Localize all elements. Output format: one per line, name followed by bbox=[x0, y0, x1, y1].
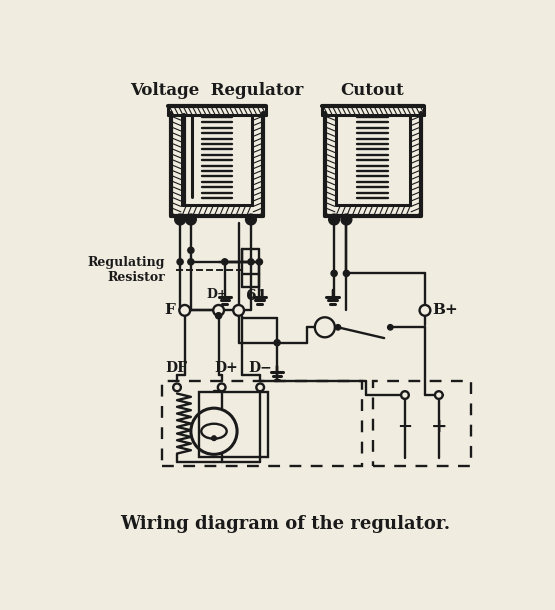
Circle shape bbox=[248, 259, 254, 265]
Circle shape bbox=[245, 214, 256, 225]
Circle shape bbox=[274, 340, 280, 346]
Circle shape bbox=[335, 325, 341, 330]
Circle shape bbox=[215, 313, 221, 319]
Circle shape bbox=[331, 270, 337, 276]
Text: Cutout: Cutout bbox=[341, 82, 405, 99]
Circle shape bbox=[218, 384, 225, 391]
Circle shape bbox=[179, 305, 190, 316]
Text: D−: D− bbox=[248, 361, 271, 375]
Text: B+: B+ bbox=[433, 303, 458, 317]
Circle shape bbox=[211, 436, 216, 440]
Circle shape bbox=[435, 391, 443, 399]
Circle shape bbox=[213, 305, 224, 316]
Circle shape bbox=[188, 247, 194, 253]
Circle shape bbox=[256, 259, 263, 265]
Circle shape bbox=[177, 259, 183, 265]
Circle shape bbox=[329, 214, 340, 225]
Circle shape bbox=[173, 384, 181, 391]
Text: D+: D+ bbox=[214, 361, 238, 375]
Text: Regulating
Resistor: Regulating Resistor bbox=[87, 256, 165, 284]
Circle shape bbox=[420, 305, 430, 316]
Circle shape bbox=[387, 325, 393, 330]
Text: DF: DF bbox=[165, 361, 188, 375]
Circle shape bbox=[188, 259, 194, 265]
Text: Wiring diagram of the regulator.: Wiring diagram of the regulator. bbox=[120, 515, 450, 533]
Circle shape bbox=[401, 391, 409, 399]
Text: −: − bbox=[397, 418, 412, 436]
Text: 61: 61 bbox=[246, 289, 268, 303]
Bar bbox=[372, 381, 471, 466]
Circle shape bbox=[341, 214, 352, 225]
Text: +: + bbox=[431, 418, 447, 436]
Circle shape bbox=[191, 408, 237, 454]
Circle shape bbox=[344, 270, 350, 276]
Circle shape bbox=[233, 305, 244, 316]
Ellipse shape bbox=[201, 424, 226, 439]
Circle shape bbox=[185, 214, 196, 225]
Bar bbox=[162, 381, 362, 466]
Text: Voltage  Regulator: Voltage Regulator bbox=[130, 82, 304, 99]
Text: D+: D+ bbox=[206, 288, 228, 301]
Circle shape bbox=[315, 317, 335, 337]
Circle shape bbox=[221, 259, 228, 265]
Bar bbox=[199, 392, 268, 457]
Text: F: F bbox=[165, 303, 175, 317]
Circle shape bbox=[175, 214, 185, 225]
Circle shape bbox=[256, 384, 264, 391]
